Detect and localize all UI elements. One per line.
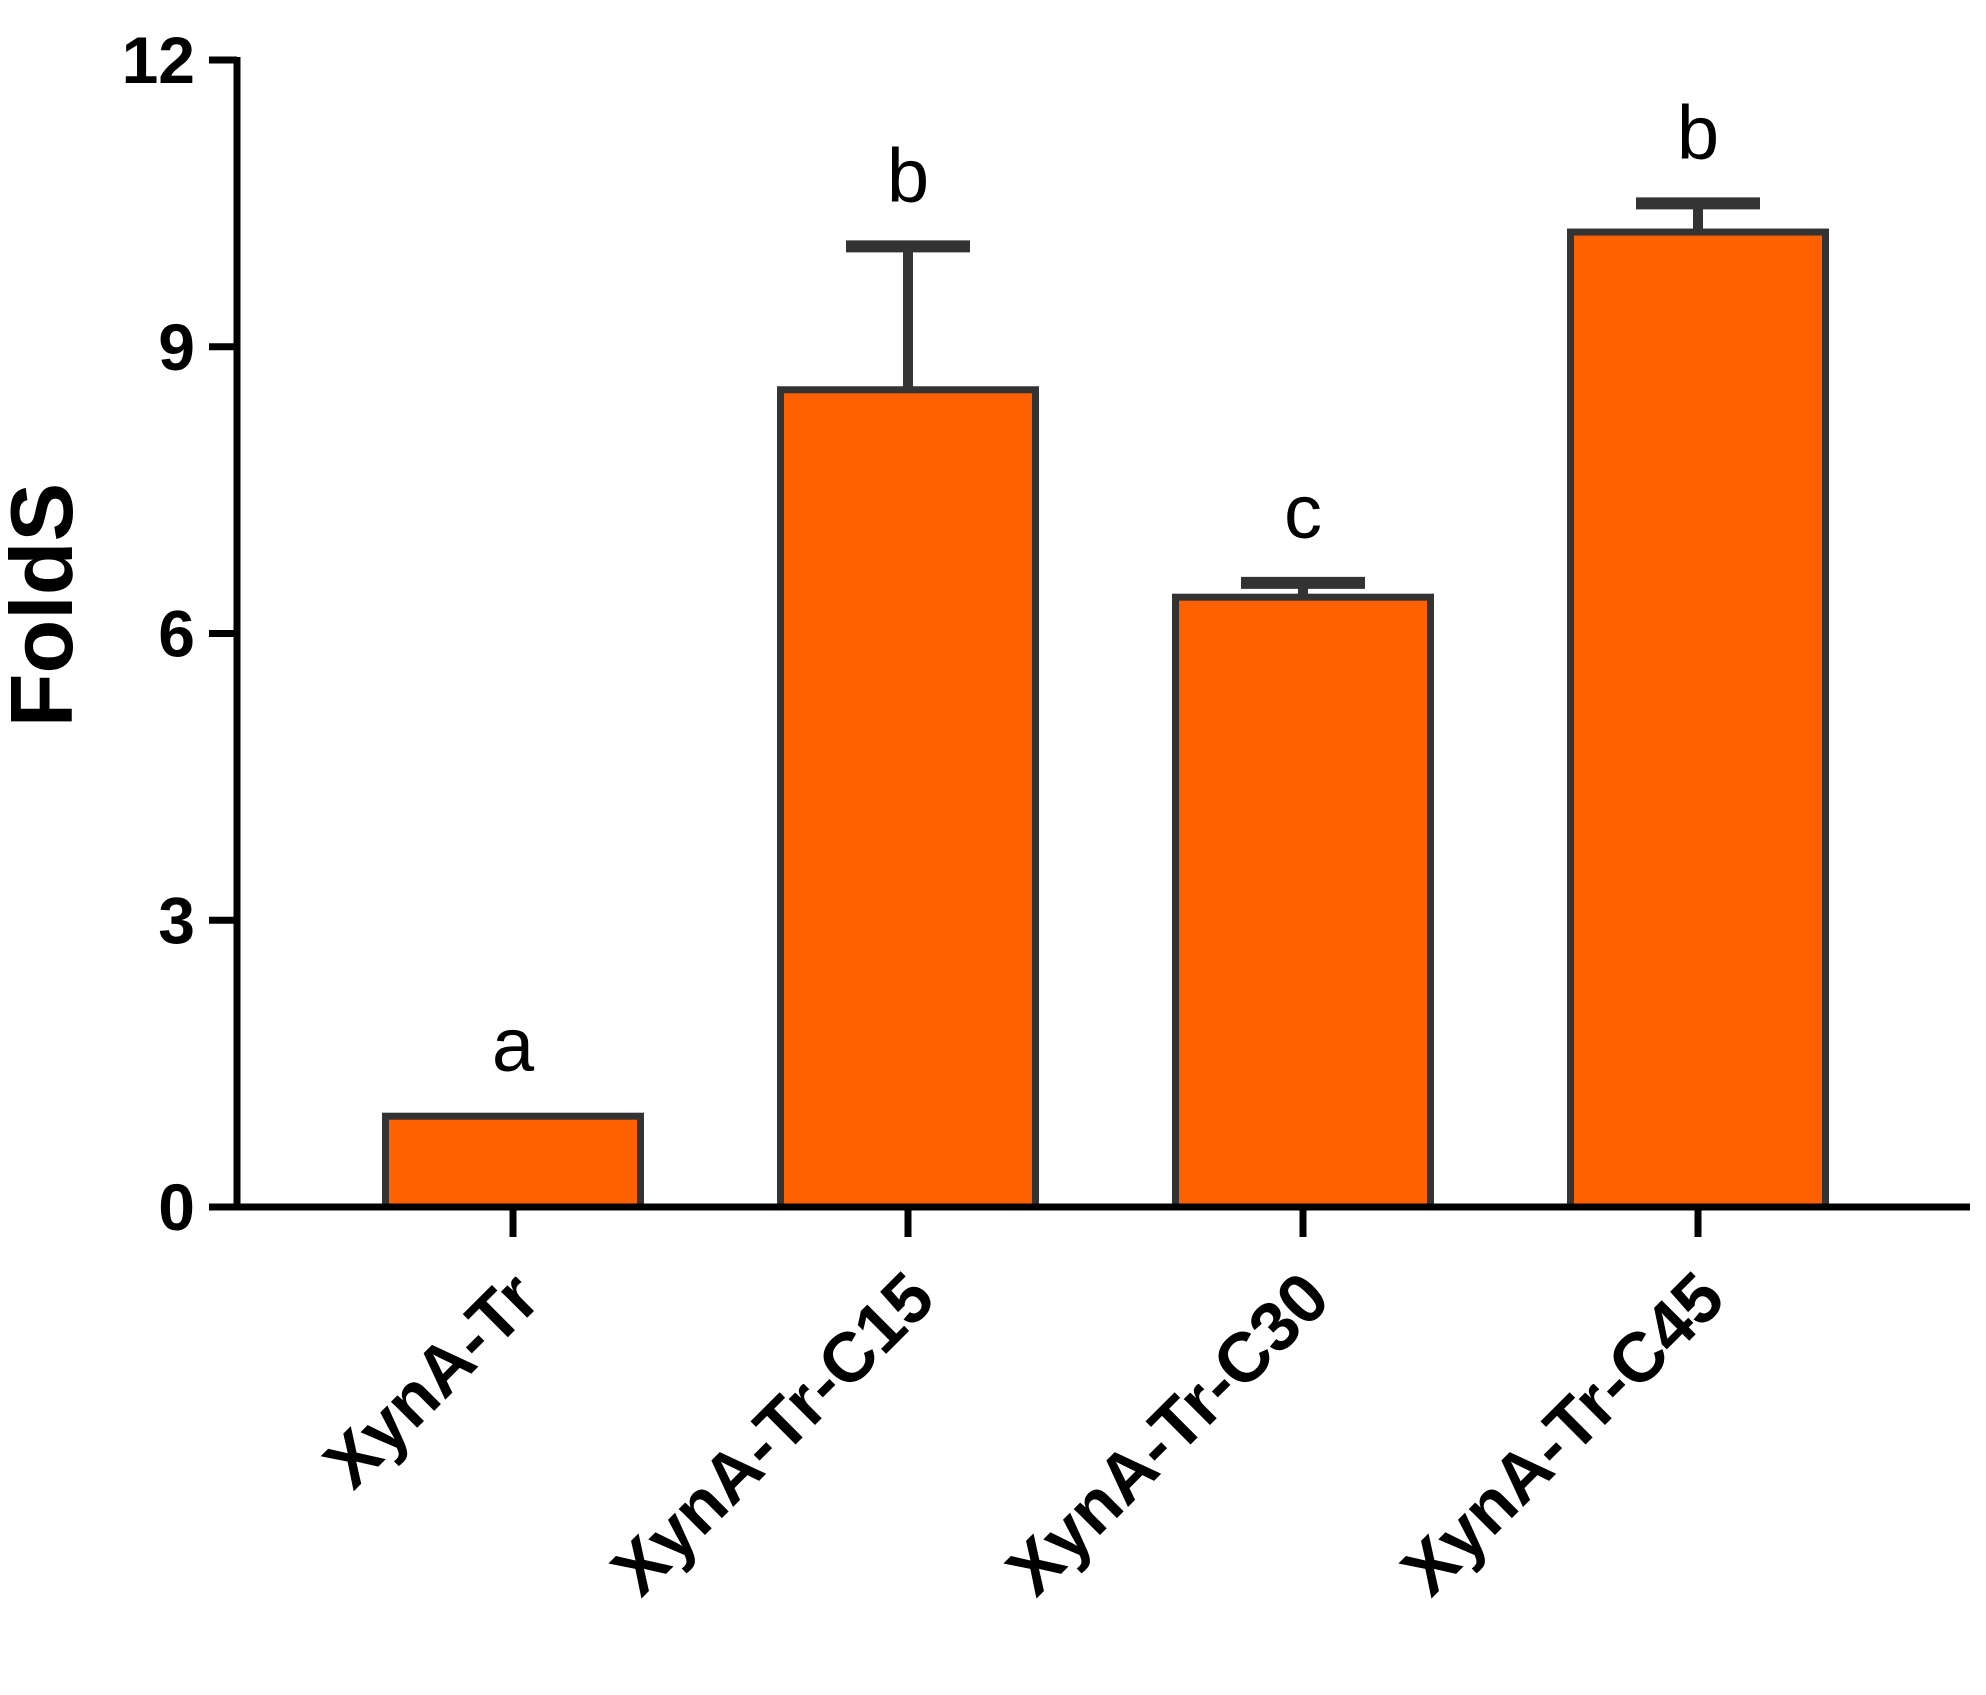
y-tick-label: 9 (158, 310, 195, 384)
significance-letter: c (1284, 470, 1322, 555)
y-axis-title: FoldS (0, 483, 91, 727)
error-bars (846, 197, 1760, 598)
significance-letter: a (492, 1003, 535, 1088)
y-tick-label: 6 (158, 597, 195, 671)
x-tick-label: XynA-Tr-C15 (596, 1257, 948, 1609)
x-tick-label: XynA-Tr-C45 (1386, 1257, 1738, 1609)
x-tick-label: XynA-Tr-C30 (991, 1257, 1343, 1609)
y-tick-label: 12 (122, 23, 195, 97)
x-axis-ticks: XynA-Tr XynA-Tr-C15 XynA-Tr-C30 XynA-Tr-C45 (309, 1207, 1739, 1610)
bar-xyna-tr-c15 (777, 386, 1039, 1211)
bar-xyna-tr-c30 (1172, 593, 1434, 1211)
significance-labels: a b c b (492, 90, 1719, 1088)
bar-xyna-tr (382, 1112, 644, 1211)
bars (382, 228, 1829, 1211)
bar-xyna-tr-c45 (1567, 228, 1829, 1211)
y-axis-ticks: 0 3 6 9 12 (122, 23, 237, 1244)
significance-letter: b (1677, 90, 1719, 175)
y-tick-label: 3 (158, 883, 195, 957)
significance-letter: b (887, 133, 929, 218)
axes (233, 57, 1970, 1211)
x-tick-label: XynA-Tr (309, 1257, 554, 1502)
y-tick-label: 0 (158, 1170, 195, 1244)
